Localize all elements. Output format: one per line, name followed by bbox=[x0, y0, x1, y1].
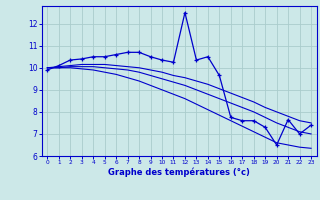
X-axis label: Graphe des températures (°c): Graphe des températures (°c) bbox=[108, 168, 250, 177]
